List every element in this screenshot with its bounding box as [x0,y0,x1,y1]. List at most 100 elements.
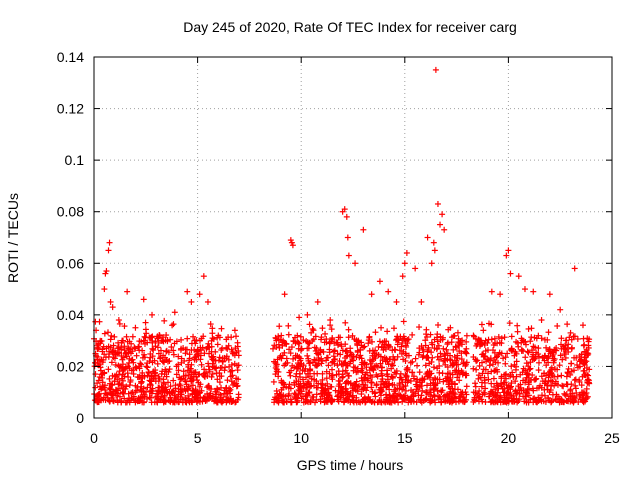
data-point [311,376,318,383]
data-point [173,371,180,378]
x-tick-label: 0 [90,430,98,446]
data-point [119,371,126,378]
data-point [435,321,442,328]
y-tick-label: 0.12 [57,101,84,117]
data-point [343,386,350,393]
data-point [582,349,589,356]
data-point [485,370,492,377]
data-point [396,391,403,398]
data-point [290,355,297,362]
data-point [157,397,164,404]
data-point [170,377,177,384]
data-point [296,387,303,394]
data-point [379,357,386,364]
x-tick-label: 15 [397,430,413,446]
data-point [148,390,155,397]
data-point [323,336,330,343]
data-point [159,337,166,344]
data-point [409,331,416,338]
data-point [373,371,380,378]
data-point [120,337,127,344]
data-point [554,322,561,329]
y-tick-label: 0.1 [65,152,85,168]
data-point [163,388,170,395]
data-point [218,373,225,380]
data-point [341,206,348,213]
data-point [198,361,205,368]
data-point [107,298,114,305]
data-point [561,351,568,358]
data-point [507,386,514,393]
data-point [512,388,519,395]
data-point [550,359,557,366]
data-point [434,331,441,338]
data-point [340,389,347,396]
data-point [327,322,334,329]
data-point [167,394,174,401]
data-point [155,373,162,380]
data-point [188,378,195,385]
data-point [214,376,221,383]
data-point [544,336,551,343]
data-point [393,298,400,305]
data-point [124,370,131,377]
data-point [313,362,320,369]
data-point [481,374,488,381]
data-point [227,368,234,375]
data-point [475,398,482,405]
data-point [311,356,318,363]
data-point [132,345,139,352]
y-tick-label: 0.06 [57,255,84,271]
data-point [155,350,162,357]
data-point [445,381,452,388]
data-point [519,369,526,376]
data-point [116,380,123,387]
data-point [112,349,119,356]
data-point [130,396,137,403]
data-point [582,372,589,379]
data-point [94,399,101,406]
data-point [574,335,581,342]
y-axis-label: ROTI / TECUs [5,193,21,283]
data-point [424,333,431,340]
data-point [342,354,349,361]
data-point [535,351,542,358]
data-point [357,399,364,406]
data-point [372,393,379,400]
data-point [535,394,542,401]
data-point [363,364,370,371]
data-point [419,379,426,386]
data-point [188,398,195,405]
data-point [551,373,558,380]
data-point [218,325,225,332]
data-point [440,378,447,385]
x-axis-label: GPS time / hours [297,457,404,473]
data-point [286,381,293,388]
data-point [281,291,288,298]
data-point [336,357,343,364]
data-point [337,351,344,358]
data-point [585,377,592,384]
data-point [372,329,379,336]
data-point [377,360,384,367]
data-point [235,376,242,383]
data-point [437,221,444,228]
data-point [508,333,515,340]
data-point [352,382,359,389]
data-point [403,343,410,350]
data-point [522,377,529,384]
data-point [119,377,126,384]
data-point [399,398,406,405]
data-point [209,325,216,332]
data-point [385,361,392,368]
data-point [449,385,456,392]
data-point [305,357,312,364]
data-point [230,381,237,388]
data-point [427,387,434,394]
data-point [381,338,388,345]
data-point [498,340,505,347]
data-point [319,376,326,383]
data-point [213,364,220,371]
data-point [498,383,505,390]
